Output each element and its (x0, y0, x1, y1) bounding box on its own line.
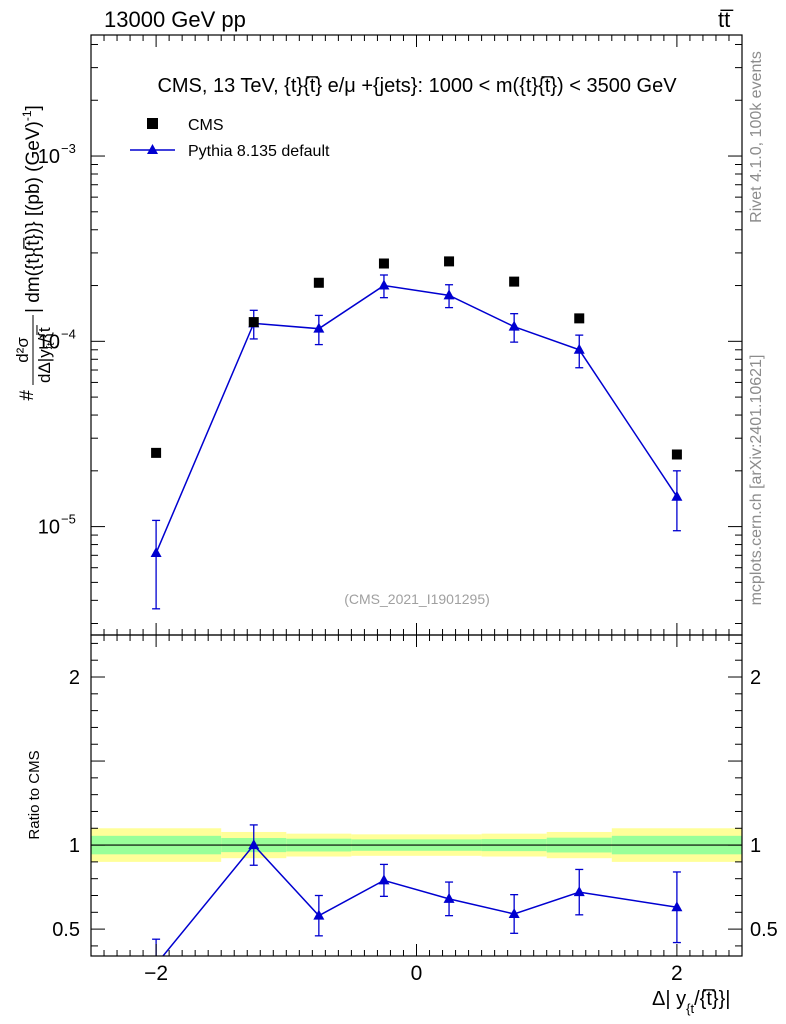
ratio-y-tick-label: 0.5 (52, 919, 80, 941)
mcplots-reference-label: mcplots.cern.ch [arXiv:2401.10621] (748, 355, 765, 606)
analysis-watermark: (CMS_2021_I1901295) (344, 591, 490, 607)
ratio-pythia-point (443, 892, 455, 903)
pythia-point (671, 490, 683, 501)
ratio-pythia-point (248, 839, 260, 850)
ratio-pythia-point (508, 907, 520, 918)
ratio-pythia-point (573, 886, 585, 897)
ratio-y-title: Ratio to CMS (26, 750, 43, 839)
ratio-plot-frame (90, 634, 743, 957)
pythia-point (378, 279, 390, 290)
y-title-hash: # (17, 390, 38, 401)
ratio-panel: −2 0 2 0.5 0.5 1 1 2 2 Ratio to CMS Δ| y{t/{t̅}}… (26, 634, 778, 1016)
pythia-point (573, 343, 585, 354)
legend: CMS Pythia 8.135 default (130, 117, 330, 160)
plot-title: CMS, 13 TeV, {t}{t̅} e/μ +{jets}: 1000 <… (157, 75, 677, 97)
ratio-pythia-point (378, 874, 390, 885)
ratio-y-tick-label: 1 (69, 835, 80, 857)
y-title-denominator-main: dΔ|y (35, 349, 54, 383)
x-title-sub: {t (686, 1001, 694, 1016)
pythia-point (508, 320, 520, 331)
legend-cms-marker (147, 118, 158, 129)
y-tick-label: 10 (38, 517, 60, 539)
legend-cms-label: CMS (188, 117, 224, 134)
rivet-version-label: Rivet 4.1.0, 100k events (748, 51, 765, 223)
ratio-pythia-line (162, 843, 678, 956)
y-title-tail-sup: -1 (20, 110, 34, 121)
main-plot-panel: 10−510−410−3 CMS, 13 TeV, {t}{t̅} e/μ +{… (13, 34, 743, 636)
pythia-point (443, 289, 455, 300)
pythia-point (313, 322, 325, 333)
y-title-denominator-sub: {t (45, 343, 57, 350)
y-tick-label: 10 (38, 331, 60, 353)
y-tick-exponent: −3 (61, 141, 76, 156)
x-tick-label: −2 (144, 962, 168, 985)
ratio-series-layer (152, 824, 683, 956)
y-title-tail-end: ] (23, 105, 44, 110)
main-axis-ticks: 10−510−410−3 (38, 35, 743, 635)
y-title-numerator: d²σ (13, 337, 32, 363)
legend-pythia-label: Pythia 8.135 default (188, 143, 330, 160)
collision-label: 13000 GeV pp (104, 7, 246, 32)
pythia-point (150, 547, 162, 558)
x-title-tail: /{t̅}}| (694, 988, 730, 1010)
cms-data-point (151, 447, 162, 458)
y-tick-label: 10 (38, 146, 60, 168)
x-tick-label: 2 (671, 962, 683, 985)
y-tick-exponent: −5 (61, 512, 76, 527)
ratio-pythia-point (313, 909, 325, 920)
y-axis-title: # d²σ dΔ|y{t/{t̅ | dm({t}{t̅})} [(pb) (G… (13, 105, 57, 400)
ratio-y-tick-label-right: 2 (750, 667, 761, 689)
process-label: tt̅ (718, 7, 734, 32)
main-series-layer (150, 256, 683, 610)
cms-data-point (444, 256, 455, 267)
ratio-y-tick-label-right: 1 (750, 835, 761, 857)
x-axis-title: Δ| y{t/{t̅}}| (652, 988, 730, 1016)
ratio-y-tick-label-right: 0.5 (750, 919, 778, 941)
y-title-denominator: dΔ|y{t/{t̅ (35, 325, 57, 383)
y-title-tail-main: | dm({t}{t̅})} [(pb) (GeV) (23, 121, 44, 313)
cms-data-point (574, 313, 585, 324)
pythia-line (155, 284, 678, 554)
x-tick-label: 0 (411, 962, 423, 985)
cms-data-point (671, 449, 682, 460)
cms-data-point (313, 277, 324, 288)
ratio-y-tick-label: 2 (69, 667, 80, 689)
y-title-denominator-tail: /{t̅ (35, 325, 54, 343)
x-title-main: Δ| y (652, 988, 686, 1010)
cms-data-point (248, 317, 259, 328)
y-title-tail: | dm({t}{t̅})} [(pb) (GeV)-1] (20, 105, 44, 313)
cms-data-point (509, 276, 520, 287)
ratio-axis-ticks: −2 0 2 0.5 0.5 1 1 2 2 (52, 635, 778, 985)
legend-pythia-marker (147, 144, 158, 154)
ratio-pythia-point (671, 901, 683, 912)
cms-data-point (378, 258, 389, 269)
y-tick-exponent: −4 (61, 326, 76, 341)
